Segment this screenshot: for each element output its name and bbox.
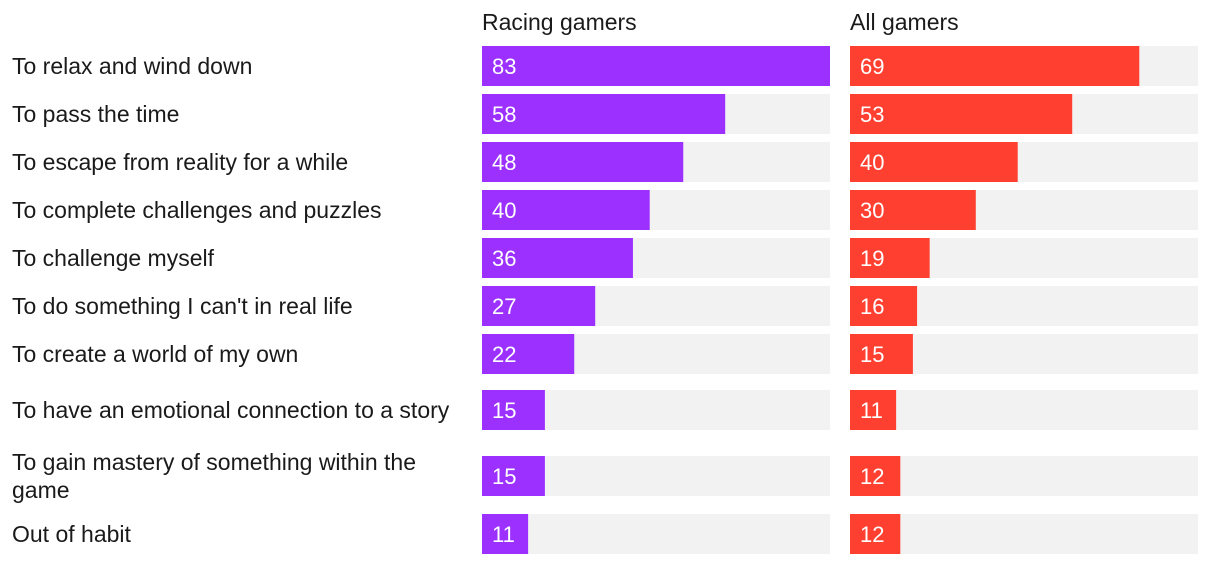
category-label: To do something I can't in real life bbox=[12, 293, 353, 319]
bar-track bbox=[850, 514, 1198, 554]
value-label: 16 bbox=[860, 294, 884, 319]
value-label: 19 bbox=[860, 246, 884, 271]
bar bbox=[482, 46, 830, 86]
category-label: To have an emotional connection to a sto… bbox=[12, 397, 450, 423]
value-label: 53 bbox=[860, 102, 884, 127]
bar bbox=[482, 238, 633, 278]
bar bbox=[850, 456, 901, 496]
category-label: To complete challenges and puzzles bbox=[12, 197, 382, 223]
bar bbox=[850, 142, 1018, 182]
category-label: To escape from reality for a while bbox=[12, 149, 348, 175]
bar bbox=[850, 190, 976, 230]
bar bbox=[482, 390, 545, 430]
bar bbox=[482, 190, 650, 230]
bar bbox=[482, 334, 575, 374]
value-label: 69 bbox=[860, 54, 884, 79]
bar bbox=[850, 334, 913, 374]
bar bbox=[850, 238, 930, 278]
value-label: 11 bbox=[860, 398, 883, 423]
bar bbox=[482, 456, 545, 496]
value-label: 12 bbox=[860, 522, 884, 547]
bar bbox=[482, 142, 684, 182]
bar bbox=[850, 390, 897, 430]
value-label: 15 bbox=[860, 342, 884, 367]
category-label: Out of habit bbox=[12, 521, 132, 547]
value-label: 40 bbox=[860, 150, 884, 175]
bar bbox=[482, 514, 529, 554]
value-label: 30 bbox=[860, 198, 884, 223]
value-label: 12 bbox=[860, 464, 884, 489]
category-label: To relax and wind down bbox=[12, 53, 252, 79]
series-title: Racing gamers bbox=[482, 9, 637, 35]
bar bbox=[850, 514, 901, 554]
series-title: All gamers bbox=[850, 9, 959, 35]
bar bbox=[850, 94, 1073, 134]
bar bbox=[850, 286, 918, 326]
value-label: 27 bbox=[492, 294, 516, 319]
bar-track bbox=[850, 456, 1198, 496]
category-label: To challenge myself bbox=[12, 245, 215, 271]
bar-track bbox=[850, 390, 1198, 430]
value-label: 83 bbox=[492, 54, 516, 79]
value-label: 48 bbox=[492, 150, 516, 175]
category-label: To create a world of my own bbox=[12, 341, 298, 367]
value-label: 40 bbox=[492, 198, 516, 223]
category-label: To gain mastery of something within the g… bbox=[12, 449, 416, 503]
value-label: 11 bbox=[492, 522, 515, 547]
value-label: 15 bbox=[492, 398, 516, 423]
category-label: To pass the time bbox=[12, 101, 179, 127]
value-label: 22 bbox=[492, 342, 516, 367]
bar bbox=[482, 286, 596, 326]
value-label: 58 bbox=[492, 102, 516, 127]
bar bbox=[850, 46, 1140, 86]
value-label: 36 bbox=[492, 246, 516, 271]
value-label: 15 bbox=[492, 464, 516, 489]
bar bbox=[482, 94, 726, 134]
bar-track bbox=[482, 514, 830, 554]
